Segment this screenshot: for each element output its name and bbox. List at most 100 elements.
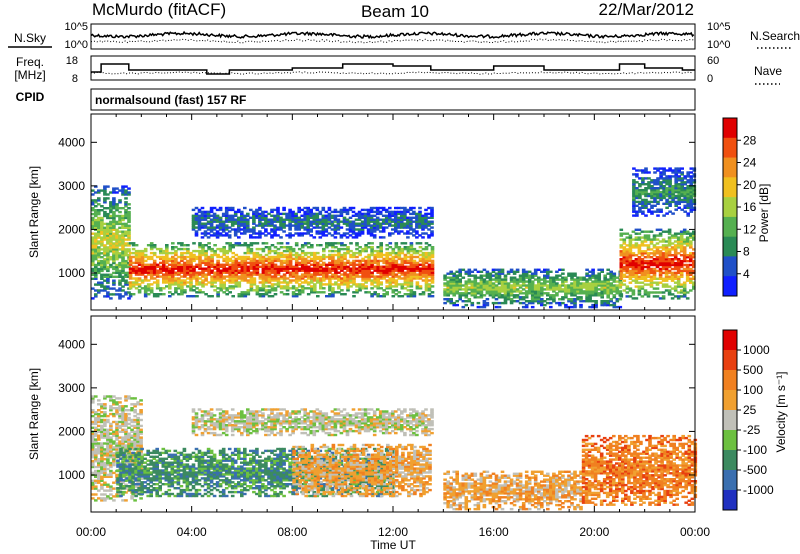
heatmap-cell [622,240,627,243]
heatmap-cell [500,288,505,291]
heatmap-cell [546,270,550,273]
heatmap-cell [300,285,305,288]
heatmap-cell [357,232,362,235]
heatmap-cell [640,265,645,269]
heatmap-cell [285,265,290,268]
heatmap-cell [430,234,434,237]
heatmap-cell [267,277,272,280]
heatmap-cell [100,189,104,192]
heatmap-cell [288,220,292,223]
heatmap-cell [689,281,693,284]
heatmap-cell [674,169,678,172]
heatmap-cell [585,294,589,297]
heatmap-cell [585,286,589,289]
heatmap-cell [391,267,396,270]
heatmap-cell [180,283,184,286]
heatmap-cell [100,267,104,271]
heatmap-cell [118,242,122,245]
heatmap-cell [679,230,684,233]
heatmap-cell [121,258,125,261]
heatmap-cell [198,244,202,247]
heatmap-cell [637,281,642,284]
heatmap-cell [109,232,113,235]
heatmap-cell [100,275,104,278]
heatmap-cell [106,246,110,249]
heatmap-cell [300,251,305,255]
heatmap-cell [103,244,107,247]
heatmap-cell [330,216,335,219]
heatmap-cell [518,296,523,299]
heatmap-cell [143,269,148,272]
heatmap-cell [124,230,128,233]
heatmap-cell [325,277,329,280]
heatmap-cell [106,238,110,241]
heatmap-cell [215,236,220,239]
heatmap-cell [328,283,332,286]
heatmap-cell [288,261,293,265]
heatmap-cell [103,234,107,237]
heatmap-cell [186,271,190,274]
heatmap-cell [198,283,202,286]
heatmap-cell [180,253,184,257]
heatmap-cell [665,192,669,196]
heatmap-cell [261,255,266,259]
heatmap-cell [300,220,304,223]
heatmap-cell [555,284,559,287]
heatmap-cell [155,263,160,266]
heatmap-cell [174,281,178,284]
heatmap-cell [364,271,368,274]
heatmap-cell [600,300,604,303]
heatmap-cell [370,242,374,245]
heatmap-cell [216,247,220,251]
heatmap-cell [212,212,217,216]
heatmap-cell [204,283,208,286]
heatmap-cell [131,269,136,272]
heatmap-cell [549,305,553,309]
heatmap-cell [588,276,592,279]
heatmap-cell [634,265,639,269]
heatmap-cell [189,257,193,261]
heatmap-cell [215,230,220,233]
heatmap-cell [146,279,151,282]
heatmap-cell [137,285,142,288]
heatmap-cell [631,238,636,241]
heatmap-cell [121,269,125,273]
heatmap-cell [195,291,199,294]
heatmap-cell [664,289,669,292]
heatmap-cell [300,291,305,294]
heatmap-cell [355,267,359,270]
heatmap-cell [674,190,678,194]
heatmap-cell [124,234,128,237]
heatmap-cell [370,265,374,268]
heatmap-cell [97,210,101,214]
heatmap-cell [361,283,365,286]
heatmap-cell [91,201,95,204]
heatmap-cell [325,267,329,270]
heatmap-cell [140,249,145,253]
heatmap-cell [224,234,229,237]
heatmap-cell [294,216,298,219]
heatmap-cell [243,232,247,235]
heatmap-cell [509,290,514,293]
heatmap-cell [349,249,353,253]
heatmap-cell [346,289,350,292]
heatmap-cell [430,259,435,263]
heatmap-cell [183,244,187,247]
heatmap-cell [361,259,365,263]
heatmap-cell [503,282,508,285]
heatmap-cell [252,263,257,266]
heatmap-cell [662,214,666,217]
heatmap-cell [207,271,211,274]
heatmap-cell [561,268,565,271]
heatmap-cell [319,265,323,268]
heatmap-cell [415,275,420,278]
heatmap-cell [479,288,484,291]
heatmap-cell [476,301,481,305]
heatmap-cell [192,249,196,253]
heatmap-cell [279,267,284,270]
heatmap-cell [564,294,568,297]
heatmap-cell [267,232,271,235]
heatmap-cell [155,275,160,278]
heatmap-cell [261,257,266,261]
heatmap-cell [403,246,408,249]
